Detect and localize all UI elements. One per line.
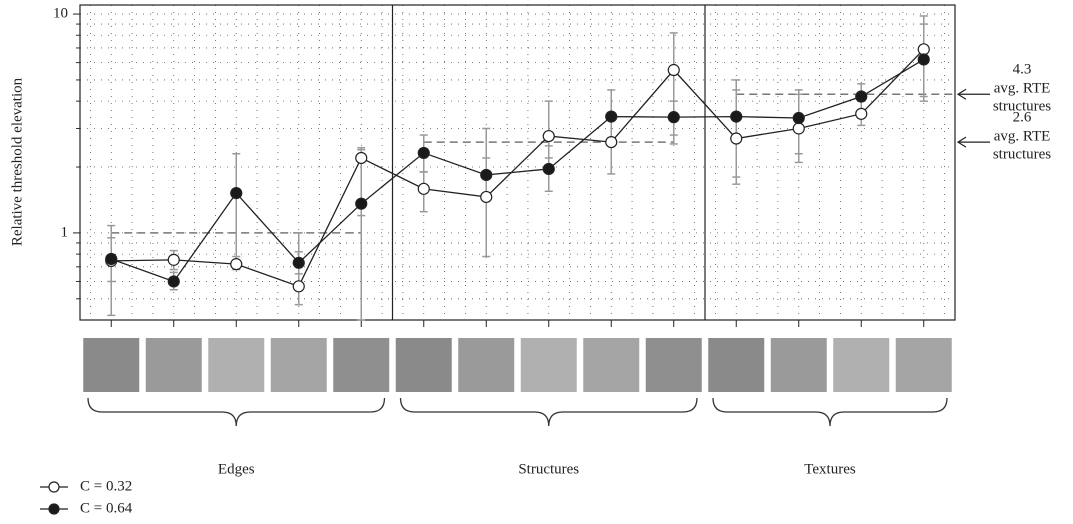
annotation-text: structures bbox=[993, 147, 1051, 163]
data-point bbox=[667, 63, 680, 77]
data-point bbox=[605, 135, 618, 149]
legend-label: C = 0.64 bbox=[80, 500, 133, 516]
data-point bbox=[792, 111, 805, 125]
group-label: Textures bbox=[804, 461, 856, 477]
group-brace bbox=[87, 397, 386, 427]
data-point bbox=[417, 182, 430, 195]
data-point bbox=[230, 258, 243, 271]
group-label: Edges bbox=[218, 461, 255, 477]
data-point bbox=[355, 197, 368, 210]
data-point bbox=[480, 190, 493, 204]
stimulus-thumbnail bbox=[583, 338, 640, 392]
data-point bbox=[792, 122, 805, 135]
stimulus-thumbnail bbox=[770, 338, 827, 392]
group-brace bbox=[712, 397, 948, 427]
series-line bbox=[111, 58, 925, 283]
stimulus-thumbnail bbox=[395, 338, 452, 392]
stimulus-thumbnail bbox=[270, 338, 327, 392]
stimulus-thumbnail bbox=[83, 338, 140, 392]
stimulus-thumbnail bbox=[645, 338, 702, 392]
annotation-text: structures bbox=[993, 99, 1051, 115]
legend-marker bbox=[48, 503, 60, 515]
data-point bbox=[855, 90, 868, 103]
data-point bbox=[480, 168, 493, 182]
legend-marker bbox=[48, 481, 60, 493]
plot-frame bbox=[79, 4, 956, 321]
data-point bbox=[292, 256, 305, 269]
annotation-text: avg. RTE bbox=[994, 81, 1051, 97]
data-point bbox=[542, 162, 555, 176]
data-point bbox=[292, 280, 305, 293]
legend-label: C = 0.32 bbox=[80, 478, 132, 494]
data-point bbox=[417, 146, 430, 160]
stimulus-thumbnail bbox=[520, 338, 577, 392]
data-point bbox=[105, 252, 118, 266]
annotation-arrowhead bbox=[956, 136, 967, 148]
data-point bbox=[917, 53, 930, 66]
data-point bbox=[667, 111, 680, 124]
stimulus-thumbnail bbox=[458, 338, 515, 392]
annotation-arrowhead bbox=[956, 88, 967, 100]
annotation-value: 4.3 bbox=[1013, 62, 1032, 78]
group-label: Structures bbox=[518, 461, 579, 477]
stimulus-thumbnail bbox=[145, 338, 202, 392]
data-point bbox=[230, 187, 243, 200]
data-point bbox=[605, 110, 618, 123]
series-line bbox=[111, 48, 925, 288]
stimulus-thumbnail bbox=[833, 338, 890, 392]
data-point bbox=[542, 129, 555, 143]
stimulus-thumbnail bbox=[333, 338, 390, 392]
stimulus-thumbnail bbox=[708, 338, 765, 392]
annotation-value: 2.6 bbox=[1013, 110, 1032, 126]
data-point bbox=[167, 253, 180, 266]
stimulus-thumbnail bbox=[208, 338, 265, 392]
annotation-text: avg. RTE bbox=[994, 129, 1051, 145]
stimulus-thumbnail bbox=[895, 338, 952, 392]
y-tick-label: 10 bbox=[53, 5, 68, 21]
group-brace bbox=[399, 397, 698, 427]
y-axis-label: Relative threshold elevation bbox=[9, 77, 25, 246]
data-point bbox=[355, 151, 368, 165]
data-point bbox=[730, 132, 743, 145]
y-tick-label: 1 bbox=[61, 224, 69, 240]
data-point bbox=[917, 43, 930, 56]
data-point bbox=[855, 107, 868, 120]
data-point bbox=[167, 275, 180, 288]
data-point bbox=[730, 110, 743, 123]
